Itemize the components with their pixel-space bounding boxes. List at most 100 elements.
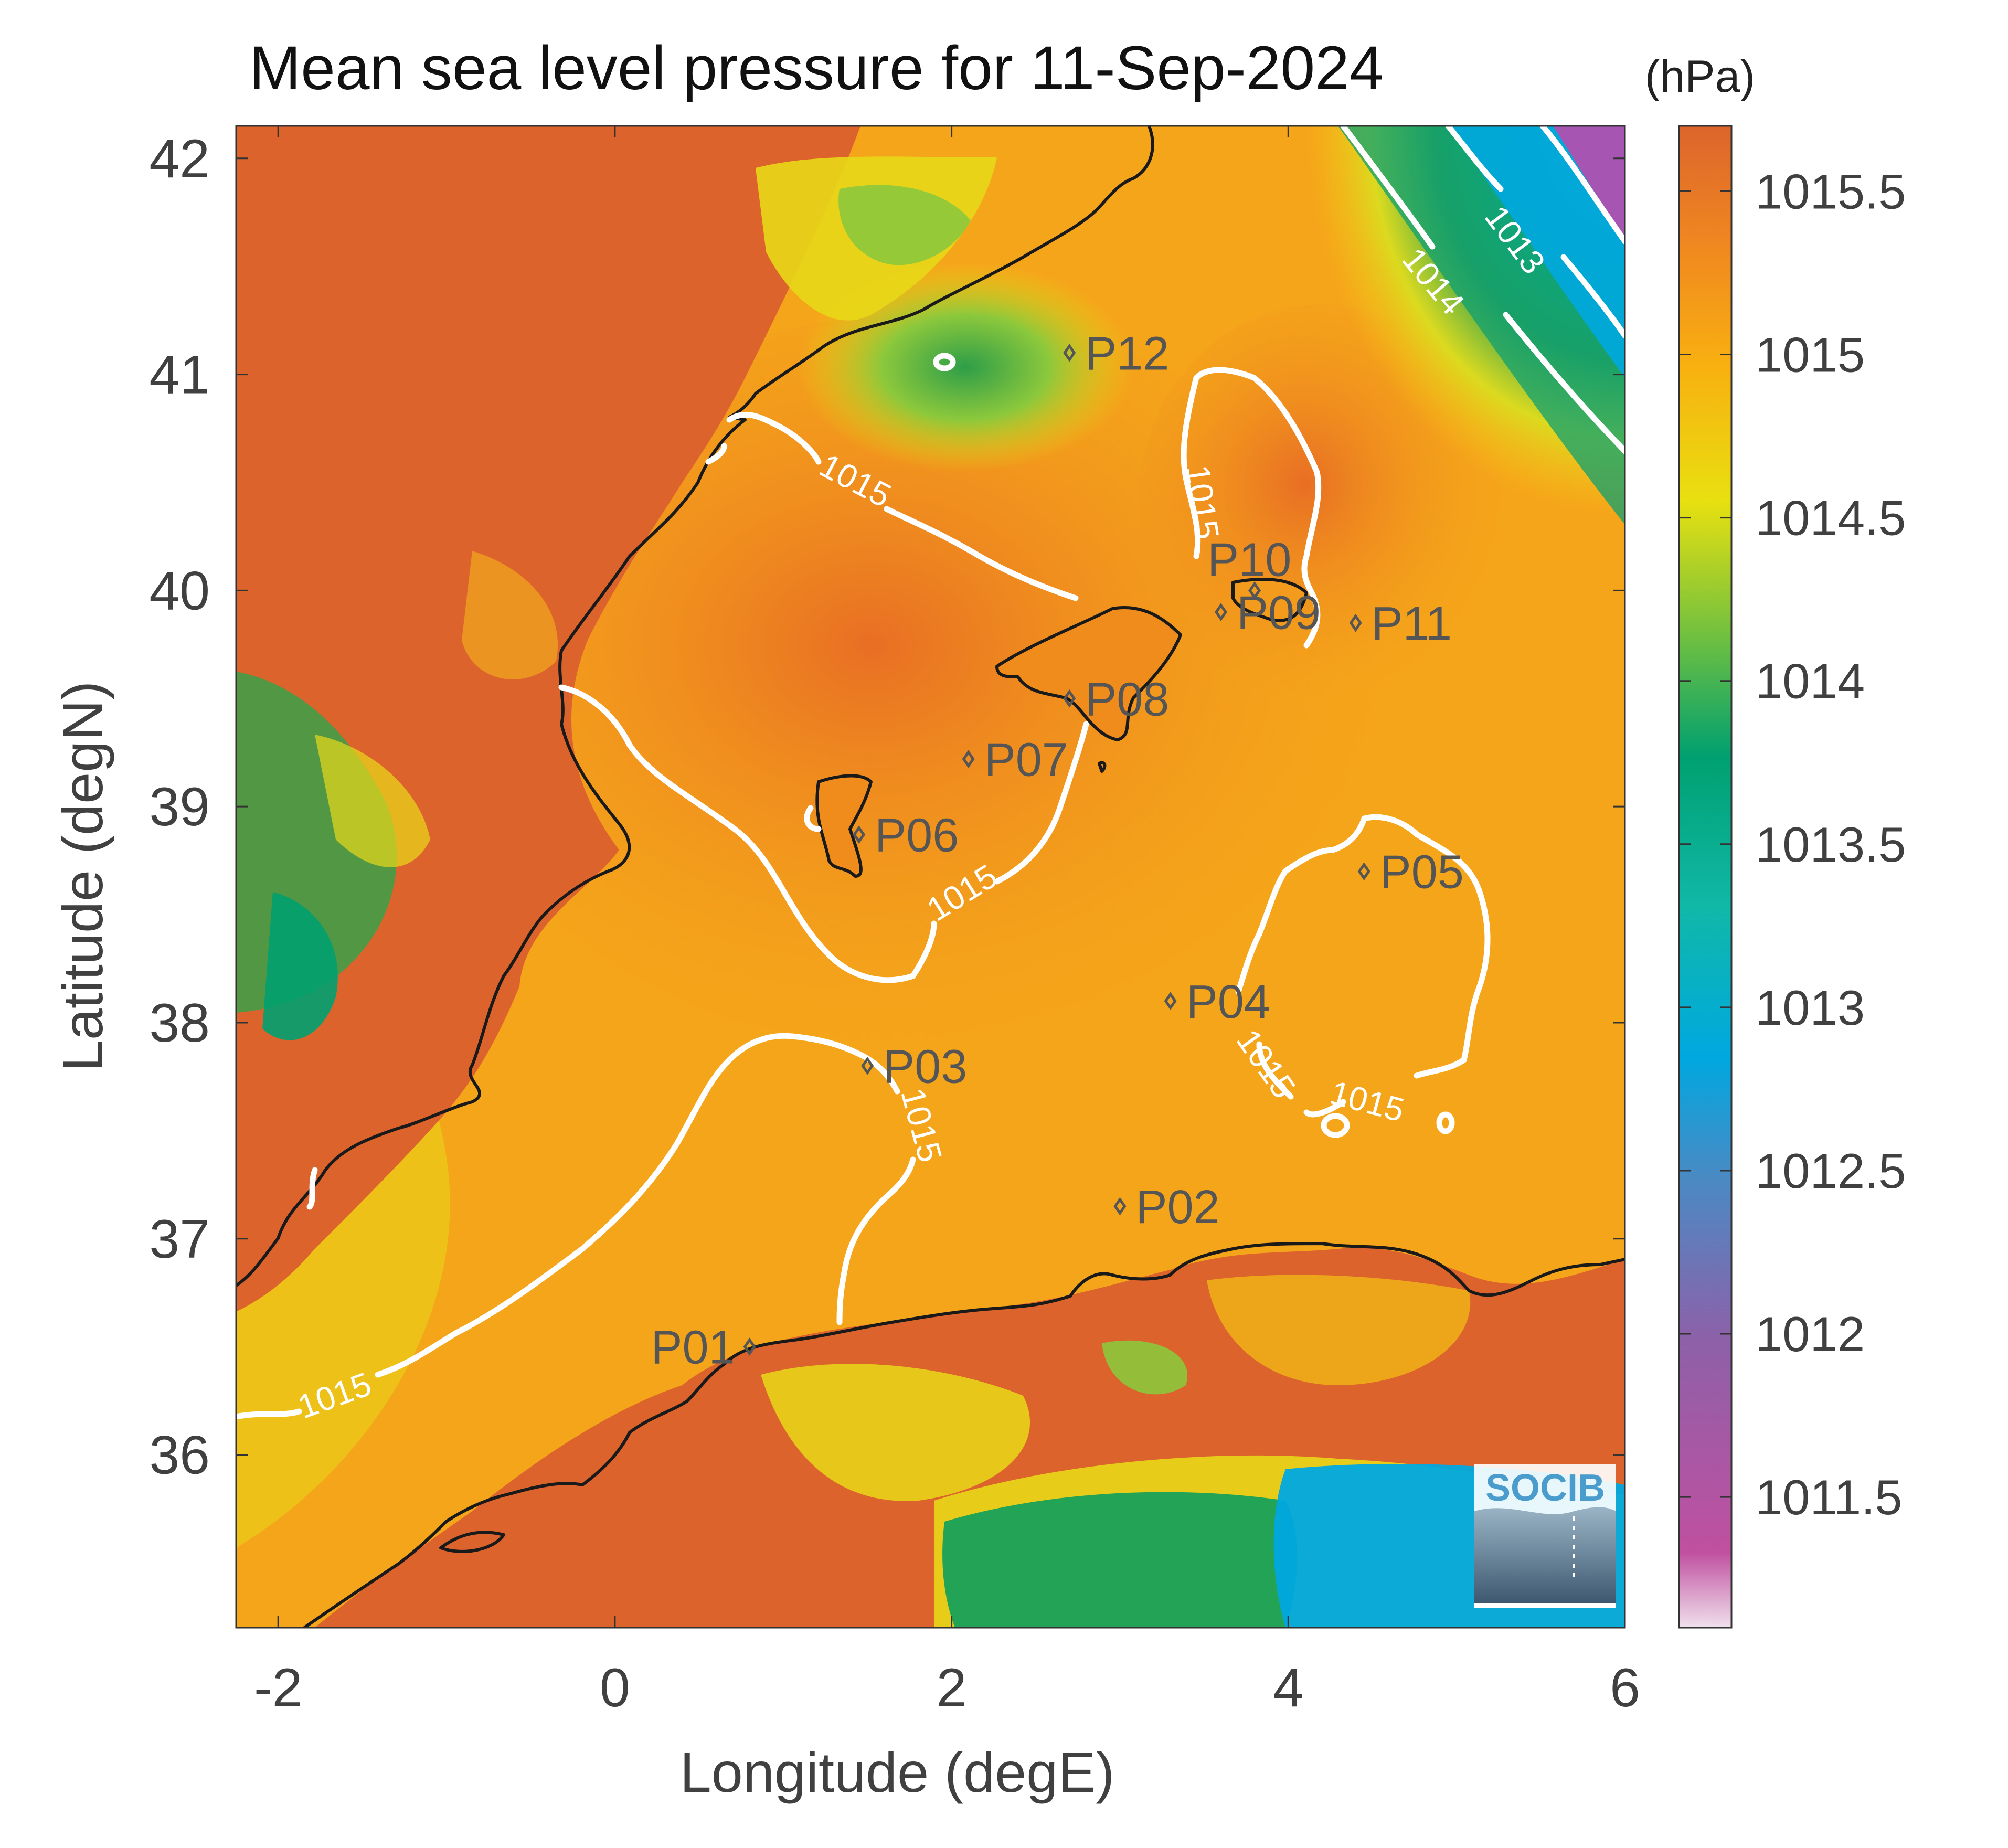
station-p02[interactable]: P02	[1113, 1181, 1220, 1234]
station-marker	[1113, 1197, 1127, 1216]
coast-ibiza	[815, 774, 873, 878]
colorbar-ticks: 1011.5 1012 1012.5 1013 1013.5 1014 1014.5 1015…	[1679, 164, 1906, 1525]
y-tick-label: 38	[149, 993, 210, 1054]
land-yellow-patch	[315, 735, 430, 867]
station-p12[interactable]: P12	[1063, 327, 1169, 380]
station-p09[interactable]: P09	[1214, 587, 1321, 640]
station-marker	[1063, 689, 1076, 708]
island-ibiza	[817, 776, 871, 876]
station-marker	[1357, 862, 1370, 881]
station-label: P08	[1085, 673, 1169, 726]
station-marker	[1214, 603, 1228, 621]
chart-title: Mean sea level pressure for 11-Sep-2024	[249, 34, 1384, 103]
x-tick-label: 4	[1273, 1658, 1303, 1718]
colorbar-units: (hPa)	[1645, 51, 1755, 102]
station-label: P11	[1372, 598, 1452, 650]
y-axis: 36 37 38 39 40 41 42	[149, 129, 1625, 1486]
station-marker	[1164, 992, 1177, 1011]
isobar-1014	[1340, 126, 1625, 454]
station-p04[interactable]: P04	[1164, 976, 1270, 1028]
station-label: P10	[1207, 534, 1291, 586]
isobar-1015-south	[236, 1033, 916, 1420]
x-tick-label: 2	[937, 1658, 967, 1718]
coast-mallorca	[995, 606, 1182, 741]
land-yellow-patch	[761, 1364, 1030, 1501]
station-marker	[1248, 581, 1261, 600]
colorbar-tick-label: 1012	[1755, 1307, 1865, 1362]
station-label: P09	[1237, 587, 1321, 640]
station-marker	[962, 750, 975, 768]
station-marker	[1349, 613, 1362, 632]
station-marker	[1063, 343, 1076, 362]
isobar-small-arc	[306, 1167, 318, 1210]
y-tick-label: 39	[149, 777, 210, 837]
isobar-small-arc	[705, 443, 727, 465]
station-p03[interactable]: P03	[861, 1040, 967, 1093]
low-band-purple	[1553, 126, 1625, 241]
colorbar-tick-label: 1012.5	[1755, 1143, 1906, 1198]
low-band-blue	[1448, 126, 1625, 378]
x-axis-label: Longitude (degE)	[680, 1740, 1115, 1804]
station-p10[interactable]: P10	[1207, 534, 1291, 600]
isobar-1015-southeast	[1235, 814, 1491, 1118]
land-green-patch	[942, 1492, 1298, 1628]
isobar-1013	[1445, 126, 1625, 339]
land-low-pressure-patch	[262, 892, 338, 1040]
station-marker	[861, 1056, 874, 1075]
station-marker	[743, 1337, 756, 1356]
land-green-patch	[1102, 1340, 1188, 1395]
isobar-small-ring	[1321, 1113, 1350, 1138]
isobar-1012-5	[1539, 126, 1625, 245]
island-mallorca	[997, 608, 1181, 740]
station-label: P05	[1380, 846, 1464, 899]
coast-iberia	[236, 126, 1154, 1287]
y-tick-label: 41	[149, 345, 210, 406]
station-label: P01	[651, 1322, 735, 1374]
station-p07[interactable]: P07	[962, 734, 1068, 787]
y-tick-label: 42	[149, 129, 210, 189]
colorbar-tick-label: 1015.5	[1755, 164, 1906, 219]
pressure-map: 1013 1014 1015 1015 1015 1015 1015 1015 …	[236, 126, 1625, 1628]
coastlines	[236, 126, 1625, 1628]
coast-cabrera	[1098, 761, 1107, 773]
isobar-1015-menorca	[1181, 367, 1322, 649]
x-tick-label: -2	[254, 1658, 302, 1718]
colorbar-tick-label: 1013	[1755, 980, 1865, 1035]
land-iberia	[236, 126, 860, 1312]
isobar-small-ring	[933, 353, 956, 371]
low-center-blob	[798, 262, 1133, 472]
station-label: P07	[984, 734, 1068, 787]
colorbar	[1679, 126, 1731, 1628]
land-orange-patch	[462, 551, 558, 679]
colorbar-tick-label: 1014.5	[1755, 491, 1906, 546]
isobar-1015-west	[558, 684, 1089, 983]
isobar-small-ring	[1436, 1111, 1455, 1134]
isobar-1015-north	[726, 411, 1079, 601]
station-p05[interactable]: P05	[1357, 846, 1464, 899]
station-p11[interactable]: P11	[1349, 598, 1452, 650]
colorbar-frame	[1678, 125, 1733, 1629]
station-label: P03	[883, 1040, 967, 1093]
land-yellow-patch	[1207, 1275, 1471, 1385]
isobars	[236, 126, 1625, 1420]
land-green-patch	[838, 185, 971, 265]
colorbar-tick-label: 1015	[1755, 327, 1865, 383]
y-tick-label: 36	[149, 1425, 210, 1486]
colorbar-tick-label: 1011.5	[1755, 1470, 1903, 1525]
station-p06[interactable]: P06	[853, 810, 959, 862]
map-frame	[235, 125, 1626, 1629]
x-tick-label: 6	[1610, 1658, 1640, 1718]
coast-islet	[439, 1531, 505, 1553]
isobar-small-arc	[804, 805, 822, 832]
station-label: P06	[875, 810, 959, 862]
station-label: P04	[1186, 976, 1270, 1028]
station-p08[interactable]: P08	[1063, 673, 1169, 726]
station-label: P12	[1085, 327, 1169, 380]
y-axis-label: Latitude (degN)	[51, 681, 114, 1071]
x-tick-label: 0	[600, 1658, 630, 1718]
colorbar-tick-label: 1014	[1755, 654, 1865, 709]
y-tick-label: 37	[149, 1209, 210, 1270]
station-p01[interactable]: P01	[651, 1322, 756, 1374]
